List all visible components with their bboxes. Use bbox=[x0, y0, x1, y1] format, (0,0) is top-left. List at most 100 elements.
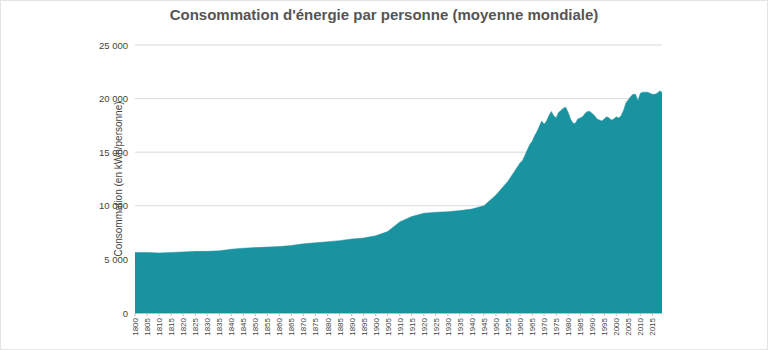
x-tick-label: 2005 bbox=[624, 317, 633, 335]
x-tick-label: 1845 bbox=[239, 317, 248, 335]
x-tick-label: 1890 bbox=[348, 317, 357, 335]
x-tick-label: 1820 bbox=[179, 317, 188, 335]
y-tick-label: 25 000 bbox=[99, 40, 128, 51]
x-tick-label: 1955 bbox=[504, 317, 513, 335]
grid-line bbox=[135, 45, 662, 46]
x-tick-label: 1905 bbox=[384, 317, 393, 335]
x-tick-label: 1825 bbox=[191, 317, 200, 335]
x-tick bbox=[580, 313, 581, 316]
x-tick-label: 1940 bbox=[468, 317, 477, 335]
x-tick-label: 1850 bbox=[251, 317, 260, 335]
x-tick-label: 1880 bbox=[324, 317, 333, 335]
x-tick bbox=[291, 313, 292, 316]
x-tick bbox=[544, 313, 545, 316]
x-tick bbox=[375, 313, 376, 316]
x-tick-label: 1950 bbox=[492, 317, 501, 335]
x-tick-label: 1810 bbox=[155, 317, 164, 335]
x-tick-label: 1855 bbox=[263, 317, 272, 335]
x-tick-label: 1800 bbox=[131, 317, 140, 335]
x-tick-label: 1910 bbox=[396, 317, 405, 335]
x-tick bbox=[267, 313, 268, 316]
area bbox=[135, 91, 662, 313]
x-tick-label: 1830 bbox=[203, 317, 212, 335]
x-tick bbox=[255, 313, 256, 316]
x-tick-label: 1930 bbox=[444, 317, 453, 335]
x-tick bbox=[231, 313, 232, 316]
x-tick bbox=[411, 313, 412, 316]
y-tick-label: 15 000 bbox=[99, 147, 128, 158]
x-tick bbox=[195, 313, 196, 316]
x-tick-label: 1875 bbox=[311, 317, 320, 335]
x-tick bbox=[279, 313, 280, 316]
x-tick bbox=[303, 313, 304, 316]
chart: Consommation d'énergie par personne (moy… bbox=[0, 0, 768, 350]
x-tick-label: 1895 bbox=[360, 317, 369, 335]
x-tick-label: 1965 bbox=[528, 317, 537, 335]
x-tick bbox=[495, 313, 496, 316]
x-tick-label: 1815 bbox=[167, 317, 176, 335]
x-tick-label: 1865 bbox=[287, 317, 296, 335]
x-tick-label: 1975 bbox=[552, 317, 561, 335]
x-tick bbox=[171, 313, 172, 316]
grid-line bbox=[135, 98, 662, 99]
x-tick bbox=[507, 313, 508, 316]
x-tick bbox=[604, 313, 605, 316]
x-tick bbox=[399, 313, 400, 316]
y-tick-label: 0 bbox=[123, 308, 128, 319]
x-tick bbox=[327, 313, 328, 316]
x-tick-label: 1995 bbox=[600, 317, 609, 335]
x-tick bbox=[339, 313, 340, 316]
x-tick bbox=[640, 313, 641, 316]
x-tick-label: 1925 bbox=[432, 317, 441, 335]
x-tick-label: 1980 bbox=[564, 317, 573, 335]
x-tick-label: 1960 bbox=[516, 317, 525, 335]
x-tick bbox=[351, 313, 352, 316]
x-tick-label: 1915 bbox=[408, 317, 417, 335]
x-tick bbox=[147, 313, 148, 316]
x-tick-label: 1870 bbox=[299, 317, 308, 335]
x-tick-label: 1840 bbox=[227, 317, 236, 335]
y-tick-label: 10 000 bbox=[99, 200, 128, 211]
x-tick bbox=[207, 313, 208, 316]
x-tick-label: 1900 bbox=[372, 317, 381, 335]
x-tick bbox=[628, 313, 629, 316]
x-tick bbox=[243, 313, 244, 316]
x-tick bbox=[459, 313, 460, 316]
title: Consommation d'énergie par personne (moy… bbox=[170, 6, 599, 23]
x-tick-label: 1935 bbox=[456, 317, 465, 335]
x-tick bbox=[568, 313, 569, 316]
x-tick-label: 1885 bbox=[336, 317, 345, 335]
y-axis-label: Consommation (en kWh/personne) bbox=[113, 101, 124, 256]
x-tick bbox=[592, 313, 593, 316]
x-tick bbox=[556, 313, 557, 316]
plot-area bbox=[135, 91, 662, 313]
x-tick-label: 1970 bbox=[540, 317, 549, 335]
x-tick bbox=[652, 313, 653, 316]
x-tick-label: 2000 bbox=[612, 317, 621, 335]
x-tick bbox=[616, 313, 617, 316]
x-tick bbox=[315, 313, 316, 316]
x-tick-label: 1805 bbox=[143, 317, 152, 335]
y-tick-label: 20 000 bbox=[99, 93, 128, 104]
x-tick-label: 2015 bbox=[648, 317, 657, 335]
x-tick-label: 1920 bbox=[420, 317, 429, 335]
x-tick bbox=[219, 313, 220, 316]
y-tick-label: 5 000 bbox=[104, 254, 128, 265]
x-tick bbox=[363, 313, 364, 316]
x-tick bbox=[483, 313, 484, 316]
x-tick bbox=[532, 313, 533, 316]
x-tick-label: 1835 bbox=[215, 317, 224, 335]
x-axis-line bbox=[135, 313, 662, 314]
x-tick bbox=[435, 313, 436, 316]
x-tick bbox=[183, 313, 184, 316]
x-tick bbox=[447, 313, 448, 316]
x-tick-label: 2010 bbox=[636, 317, 645, 335]
x-tick bbox=[471, 313, 472, 316]
x-tick-label: 1990 bbox=[588, 317, 597, 335]
x-tick-label: 1860 bbox=[275, 317, 284, 335]
frame bbox=[1, 1, 768, 350]
x-tick bbox=[423, 313, 424, 316]
x-tick bbox=[520, 313, 521, 316]
x-tick-label: 1945 bbox=[480, 317, 489, 335]
x-tick bbox=[135, 313, 136, 316]
